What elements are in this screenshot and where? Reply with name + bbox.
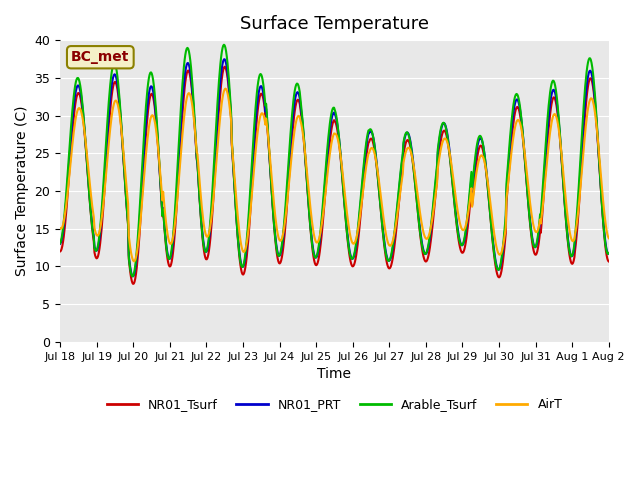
Text: BC_met: BC_met bbox=[71, 50, 129, 64]
NR01_Tsurf bbox=[56, 249, 64, 254]
Y-axis label: Surface Temperature (C): Surface Temperature (C) bbox=[15, 106, 29, 276]
NR01_Tsurf bbox=[605, 259, 612, 264]
Arable_Tsurf bbox=[220, 42, 228, 48]
NR01_PRT bbox=[223, 65, 230, 71]
Arable_Tsurf bbox=[121, 172, 129, 178]
Arable_Tsurf bbox=[223, 54, 230, 60]
NR01_Tsurf bbox=[271, 231, 278, 237]
NR01_Tsurf bbox=[392, 227, 400, 232]
AirT bbox=[392, 219, 400, 225]
AirT bbox=[223, 88, 230, 94]
NR01_Tsurf bbox=[221, 64, 228, 70]
Arable_Tsurf bbox=[392, 212, 400, 217]
Arable_Tsurf bbox=[129, 274, 136, 279]
NR01_Tsurf bbox=[223, 70, 230, 76]
AirT bbox=[423, 236, 431, 241]
Legend: NR01_Tsurf, NR01_PRT, Arable_Tsurf, AirT: NR01_Tsurf, NR01_PRT, Arable_Tsurf, AirT bbox=[102, 394, 567, 417]
NR01_PRT bbox=[392, 216, 400, 221]
AirT bbox=[121, 161, 129, 167]
AirT bbox=[605, 235, 612, 241]
Line: NR01_Tsurf: NR01_Tsurf bbox=[60, 67, 609, 284]
NR01_Tsurf bbox=[121, 173, 129, 179]
NR01_Tsurf bbox=[423, 257, 431, 263]
Arable_Tsurf bbox=[250, 127, 258, 132]
AirT bbox=[221, 86, 229, 92]
NR01_PRT bbox=[423, 249, 431, 255]
NR01_PRT bbox=[605, 251, 612, 257]
Arable_Tsurf bbox=[56, 240, 64, 246]
Title: Surface Temperature: Surface Temperature bbox=[240, 15, 429, 33]
NR01_PRT bbox=[271, 228, 278, 233]
Line: Arable_Tsurf: Arable_Tsurf bbox=[60, 45, 609, 276]
Arable_Tsurf bbox=[271, 230, 278, 236]
NR01_Tsurf bbox=[250, 153, 258, 159]
X-axis label: Time: Time bbox=[317, 367, 351, 381]
NR01_PRT bbox=[250, 141, 258, 146]
NR01_PRT bbox=[56, 241, 64, 247]
AirT bbox=[271, 208, 278, 214]
Line: AirT: AirT bbox=[60, 89, 609, 261]
NR01_Tsurf bbox=[129, 281, 137, 287]
NR01_PRT bbox=[221, 56, 228, 62]
Arable_Tsurf bbox=[605, 250, 612, 256]
AirT bbox=[130, 258, 138, 264]
NR01_PRT bbox=[129, 274, 137, 279]
Line: NR01_PRT: NR01_PRT bbox=[60, 59, 609, 276]
Arable_Tsurf bbox=[423, 248, 431, 253]
AirT bbox=[56, 226, 64, 231]
AirT bbox=[250, 167, 258, 172]
NR01_PRT bbox=[121, 171, 129, 177]
